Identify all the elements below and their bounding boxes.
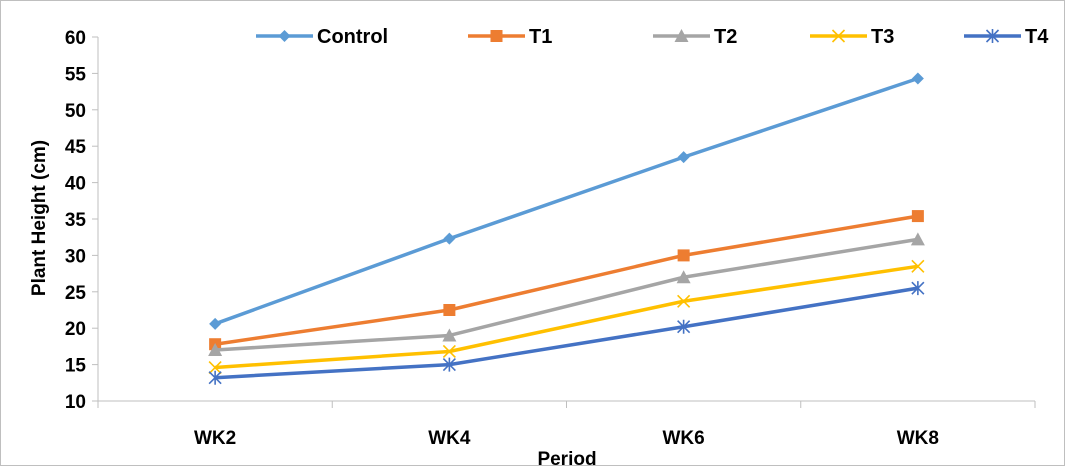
- legend-item-t4-marker: [985, 29, 1000, 43]
- series-t2-point: [208, 343, 223, 357]
- x-tick-label: WK8: [897, 428, 939, 449]
- series-control-point: [677, 151, 690, 164]
- legend-item-t1: T1: [468, 26, 552, 48]
- y-tick-label: 40: [65, 174, 86, 195]
- y-tick-label: 10: [65, 392, 86, 413]
- series-t4-point: [911, 281, 925, 296]
- series-t1-point: [443, 304, 456, 316]
- series-control-point: [209, 317, 222, 330]
- series-t4-point: [208, 370, 222, 385]
- legend-item-t4-label: T4: [1025, 26, 1049, 48]
- legend-item-control-marker: [278, 30, 291, 42]
- x-tick-label: WK4: [428, 428, 471, 449]
- legend-item-t2-marker: [674, 29, 689, 42]
- legend-item-t3-label: T3: [871, 26, 894, 48]
- series-t3: [208, 259, 925, 375]
- series-t1: [209, 210, 924, 351]
- legend-item-t2-label: T2: [714, 26, 737, 48]
- series-t2-point: [442, 328, 457, 342]
- series-control-line: [214, 76, 919, 326]
- series-control-point: [443, 232, 456, 245]
- y-axis-title: Plant Height (cm): [29, 140, 50, 296]
- y-tick-label: 35: [65, 210, 87, 231]
- y-tick-label: 30: [65, 246, 86, 267]
- legend: Control T1 T2 T3 T4: [256, 26, 1049, 48]
- series-t1-point: [677, 249, 690, 262]
- legend-item-t4: T4: [964, 26, 1049, 48]
- y-tick-label: 20: [65, 319, 86, 340]
- legend-item-t1-marker: [490, 30, 503, 42]
- series-t1-point: [911, 210, 924, 223]
- series-t2-point: [676, 270, 691, 284]
- legend-item-t1-label: T1: [529, 26, 552, 48]
- legend-item-t2: T2: [653, 26, 737, 48]
- x-tick-label: WK2: [194, 428, 236, 449]
- series-t3-line: [215, 264, 919, 370]
- series-t4-point: [677, 319, 691, 334]
- series-t4-line: [215, 286, 919, 380]
- axes: 10 15 20 25 30 35 40 45 50 55 60 WK2 WK4 WK6 WK8: [65, 28, 1036, 449]
- series-t2-line: [215, 237, 919, 352]
- series-t3-point: [911, 259, 925, 273]
- legend-item-control-label: Control: [317, 26, 388, 48]
- series-control: [209, 72, 924, 330]
- legend-item-control: Control: [256, 26, 388, 48]
- y-tick-label: 15: [65, 356, 87, 377]
- series-t1-line: [214, 214, 919, 346]
- legend-item-t3-marker: [831, 29, 846, 43]
- series-t3-point: [208, 360, 222, 375]
- series-t4: [208, 281, 925, 385]
- series-t3-point: [442, 344, 456, 359]
- x-axis-title: Period: [537, 449, 596, 468]
- y-tick-label: 25: [65, 283, 87, 304]
- x-tick-label: WK6: [663, 428, 705, 449]
- series-t4-point: [442, 357, 456, 372]
- series-t3-point: [677, 294, 691, 308]
- series-control-point: [911, 72, 924, 85]
- legend-item-t3: T3: [810, 26, 894, 48]
- series-t2-point: [910, 232, 925, 246]
- series-lines: [208, 72, 925, 385]
- y-tick-label: 45: [65, 137, 87, 158]
- y-tick-label: 50: [65, 101, 86, 122]
- y-tick-label: 55: [65, 64, 87, 85]
- y-tick-label: 60: [65, 28, 86, 49]
- series-t2: [208, 232, 925, 357]
